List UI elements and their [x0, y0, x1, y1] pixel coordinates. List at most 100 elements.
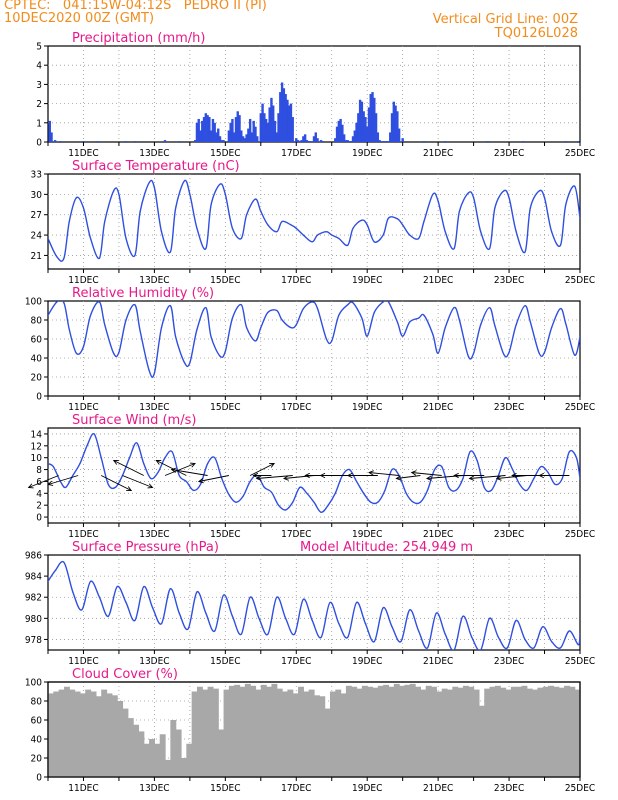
pressure-point	[453, 649, 455, 650]
cloud-bar	[473, 689, 480, 777]
precip-bar	[208, 117, 211, 142]
header-run-time: 10DEC2020 00Z (GMT)	[4, 11, 155, 26]
precip-bar	[362, 111, 365, 142]
rh-point	[311, 301, 313, 303]
precip-bar	[486, 141, 489, 142]
precip-bar	[199, 130, 202, 142]
precip-panel: 0 1 2 3 4 5 11DEC 13DEC 15DEC 17DEC 19DEC 21DEC 23DE…	[36, 31, 595, 159]
rh-point	[148, 369, 150, 371]
pressure-point	[240, 633, 242, 635]
cloud-bar	[186, 743, 193, 777]
pressure-point	[267, 633, 269, 635]
cloud-bar	[393, 683, 400, 777]
wind-point	[512, 468, 514, 471]
rh-point	[458, 319, 461, 321]
pressure-point	[63, 561, 65, 563]
wind-vector-head	[155, 460, 162, 465]
temp-ytick-label: 33	[31, 170, 42, 181]
precip-bar	[124, 141, 128, 142]
pressure-point	[214, 630, 216, 632]
precip-bar	[50, 132, 53, 142]
precip-bar	[291, 117, 294, 142]
pressure-xtick-label: 17DEC	[281, 656, 311, 667]
temp-ytick-label: 21	[31, 251, 42, 262]
rh-xtick-label: 25DEC	[565, 402, 595, 413]
precip-bar	[380, 141, 383, 142]
wind-vector	[368, 470, 400, 476]
cloud-bar	[425, 685, 432, 777]
cloud-ytick-label: 100	[25, 678, 42, 689]
temp-point	[267, 224, 269, 226]
precip-bar	[204, 113, 208, 142]
precip-bar	[422, 141, 426, 142]
rh-point	[494, 325, 496, 327]
wind-point	[327, 504, 329, 506]
precip-bar	[577, 141, 580, 142]
precip-bar	[247, 128, 250, 142]
wind-point	[192, 489, 195, 491]
precip-bar	[273, 120, 277, 142]
rh-point	[276, 309, 278, 312]
wind-ytick-label: 6	[36, 477, 42, 488]
temp-point	[68, 220, 70, 223]
wind-point	[384, 489, 386, 491]
cloud-bar	[335, 689, 342, 777]
rh-point	[418, 317, 420, 319]
cloud-bar	[303, 691, 310, 777]
temp-point	[98, 257, 101, 259]
wind-point	[114, 486, 116, 488]
precip-bar	[243, 138, 247, 142]
wind-point	[185, 480, 187, 483]
cloud-bars	[48, 683, 580, 777]
rh-point	[219, 355, 221, 357]
temp-point	[183, 180, 186, 182]
wind-point	[412, 501, 414, 503]
precip-ytick-label: 4	[36, 61, 42, 72]
temp-point	[63, 257, 65, 259]
pressure-point	[488, 617, 491, 619]
pressure-point	[258, 617, 260, 619]
pressure-point	[391, 626, 393, 628]
rh-ytick-label: 60	[31, 335, 43, 346]
rh-point	[224, 350, 226, 352]
wind-vector-head	[255, 475, 262, 481]
precip-bar	[279, 92, 282, 142]
wind-vector-head	[47, 480, 54, 486]
rh-xtick-label: 15DEC	[210, 402, 240, 413]
cloud-bar	[484, 688, 491, 777]
precip-bar	[220, 140, 223, 142]
cloud-ytick-label: 80	[31, 697, 43, 708]
cloud-bar	[85, 689, 92, 777]
wind-xtick-label: 19DEC	[352, 529, 382, 540]
wind-vector-head	[425, 475, 432, 481]
precip-bar	[348, 141, 351, 142]
rh-line	[48, 301, 580, 378]
temp-point	[246, 214, 248, 216]
rh-ytick-label: 80	[31, 316, 43, 327]
cloud-bar	[377, 685, 384, 777]
cloud-bar	[404, 684, 411, 777]
precip-bar	[369, 94, 372, 142]
cloud-bar	[101, 689, 108, 777]
cloud-xtick-label: 19DEC	[352, 783, 382, 794]
precip-bar	[215, 132, 218, 142]
precip-bar	[202, 117, 206, 142]
wind-vector-shaft	[369, 472, 400, 476]
wind-point	[504, 457, 507, 459]
precip-bar	[222, 140, 225, 142]
rh-point	[290, 327, 292, 329]
pressure-point	[577, 644, 579, 646]
wind-vector	[122, 475, 154, 489]
temp-panel: 21 24 27 30 33 11DEC 13DEC 15DEC 17DEC 19DEC 21DEC…	[31, 159, 596, 286]
cloud-bar	[149, 739, 155, 777]
wind-vector-head	[190, 462, 196, 468]
cloud-bar	[287, 689, 294, 777]
precip-bar	[358, 99, 362, 142]
wind-point	[171, 451, 173, 453]
wind-point	[249, 480, 251, 483]
cloud-bar	[244, 683, 251, 777]
wind-xtick-label: 21DEC	[423, 529, 453, 540]
wind-vector-shaft	[496, 475, 527, 479]
cloud-bar	[69, 689, 76, 777]
cloud-bar	[228, 685, 235, 777]
